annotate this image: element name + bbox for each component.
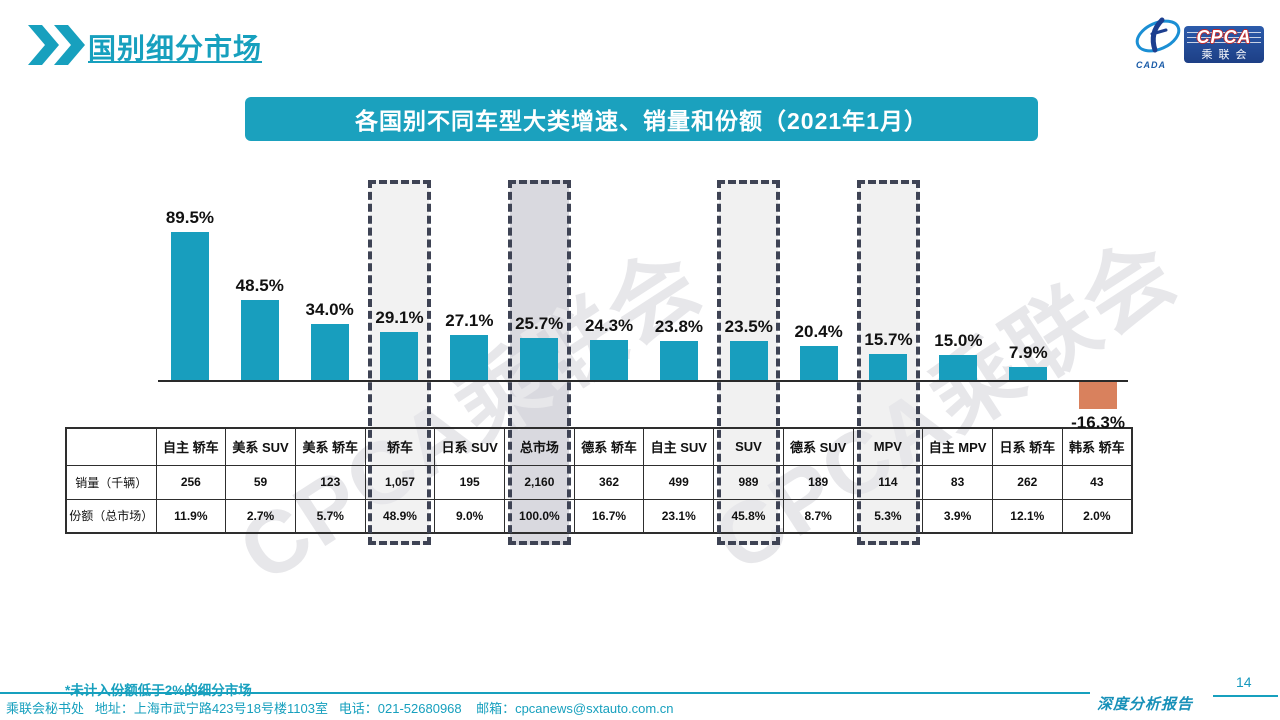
data-table: 自主 轿车 美系 SUV 美系 轿车 轿车 日系 SUV 总市场 德系 轿车 自主 SUV SU… <box>65 427 1133 534</box>
bar-value-label: 48.5% <box>235 275 284 295</box>
table-cell: 2.0% <box>1061 498 1133 534</box>
table-cell: 2,160 <box>504 464 575 500</box>
bar-value-label: 89.5% <box>165 208 215 228</box>
table-cell: 5.3% <box>852 498 924 534</box>
bar-value-label: 23.5% <box>724 317 773 337</box>
table-category-header: 韩系 轿车 <box>1061 427 1133 466</box>
table-cell: 5.7% <box>294 498 366 534</box>
table-category-header: 自主 轿车 <box>155 427 227 466</box>
table-cell: 59 <box>225 464 296 500</box>
table-cell: 8.7% <box>782 498 854 534</box>
table-category-header: 自主 SUV <box>643 427 715 466</box>
table-category-header: 美系 轿车 <box>294 427 366 466</box>
table-cell: 3.9% <box>922 498 993 534</box>
table-corner-cell <box>65 427 157 466</box>
table-category-header: SUV <box>713 427 784 466</box>
table-row-label: 销量（千辆） <box>65 464 157 500</box>
report-label: 深度分析报告 <box>1097 695 1194 713</box>
bar <box>799 346 838 380</box>
table-cell: 256 <box>155 464 227 500</box>
table-category-header: 总市场 <box>504 427 575 466</box>
table-cell: 48.9% <box>364 498 436 534</box>
bar-value-label: 20.4% <box>794 322 843 342</box>
table-category-header: 德系 SUV <box>782 427 854 466</box>
footnote-share-threshold: *未计入份额低于2%的细分市场 <box>65 683 252 698</box>
table-cell: 11.9% <box>155 498 227 534</box>
bar-value-label: 15.7% <box>864 330 913 350</box>
page-number: 14 <box>1236 674 1252 690</box>
bar-value-label: 15.0% <box>934 331 983 351</box>
cada-wordmark: CADA <box>1136 60 1166 70</box>
bar-value-label: 24.3% <box>584 315 634 335</box>
bar-value-label: 27.1% <box>445 311 494 331</box>
bar-value-label: 7.9% <box>1008 342 1048 362</box>
table-cell: 2.7% <box>225 498 296 534</box>
table-cell: 23.1% <box>643 498 715 534</box>
bar <box>520 337 559 380</box>
bar-value-label: 23.8% <box>654 316 704 336</box>
report-label-rule <box>1213 695 1278 697</box>
bar <box>939 355 978 380</box>
cpca-chinese-name: 乘联会 <box>1201 49 1253 61</box>
table-cell: 9.0% <box>434 498 506 534</box>
bar <box>170 232 209 380</box>
table-cell: 1,057 <box>364 464 436 500</box>
logo-stripes <box>1187 32 1261 45</box>
footer-contact: 乘联会秘书处 地址：上海市武宁路423号18号楼1103室 电话：021-526… <box>6 701 674 716</box>
footnotes: *未计入份额低于2%的细分市场 数据来源：乘用车市场信息联席会月报表（零售表，狭… <box>65 626 482 720</box>
table-header-row: 自主 轿车 美系 SUV 美系 轿车 轿车 日系 SUV 总市场 德系 轿车 自主 SUV SU… <box>65 427 1133 466</box>
table-row: 份额（总市场） 11.9% 2.7% 5.7% 48.9% 9.0% 100.0% 16.7%… <box>65 498 1133 534</box>
table-category-header: 德系 轿车 <box>573 427 645 466</box>
bar <box>380 331 419 380</box>
bar <box>310 323 349 380</box>
bar-value-label: 25.7% <box>515 313 564 333</box>
chart-title-banner: 各国别不同车型大类增速、销量和份额（2021年1月） <box>245 97 1038 141</box>
footer-rule <box>0 692 1090 694</box>
table-cell: 195 <box>434 464 506 500</box>
bar <box>729 341 768 380</box>
table-category-header: 自主 MPV <box>922 427 993 466</box>
cpca-logo: CADA CPCA 乘联会 <box>1132 12 1264 70</box>
table-cell: 12.1% <box>991 498 1063 534</box>
bar <box>869 354 908 380</box>
x-axis-line <box>158 380 1128 382</box>
watermark-text: CPCA乘联会 <box>221 230 719 601</box>
bar <box>590 339 629 380</box>
table-category-header: 轿车 <box>364 427 436 466</box>
bar-value-label: 29.1% <box>375 307 424 327</box>
bar <box>450 335 489 380</box>
table-category-header: MPV <box>852 427 924 466</box>
table-cell: 989 <box>713 464 784 500</box>
table-cell: 83 <box>922 464 993 500</box>
table-row-label: 份额（总市场） <box>65 498 157 534</box>
cpca-emblem-icon: CADA <box>1132 12 1184 70</box>
table-cell: 114 <box>852 464 924 500</box>
table-cell: 262 <box>991 464 1063 500</box>
table-cell: 43 <box>1061 464 1133 500</box>
bar <box>1009 366 1048 380</box>
table-cell: 100.0% <box>504 498 575 534</box>
cpca-wordmark: CPCA <box>1196 27 1252 47</box>
table-cell: 499 <box>643 464 715 500</box>
table-row: 销量（千辆） 256 59 123 1,057 195 2,160 362 499 989 189 1… <box>65 464 1133 500</box>
table-cell: 45.8% <box>713 498 784 534</box>
table-cell: 362 <box>573 464 645 500</box>
bar <box>659 340 698 380</box>
page-title: 国别细分市场 <box>88 33 263 64</box>
table-category-header: 美系 SUV <box>225 427 296 466</box>
table-cell: 189 <box>782 464 854 500</box>
table-cell: 123 <box>294 464 366 500</box>
bar-value-label: -16.3% <box>1071 412 1125 432</box>
table-category-header: 日系 轿车 <box>991 427 1063 466</box>
table-category-header: 日系 SUV <box>434 427 506 466</box>
cpca-wordmark-box: CPCA 乘联会 <box>1184 26 1264 63</box>
double-chevron-icon <box>28 25 86 70</box>
table-cell: 16.7% <box>573 498 645 534</box>
bar <box>240 299 279 380</box>
bar <box>1079 382 1118 409</box>
bar-value-label: 34.0% <box>305 299 354 319</box>
